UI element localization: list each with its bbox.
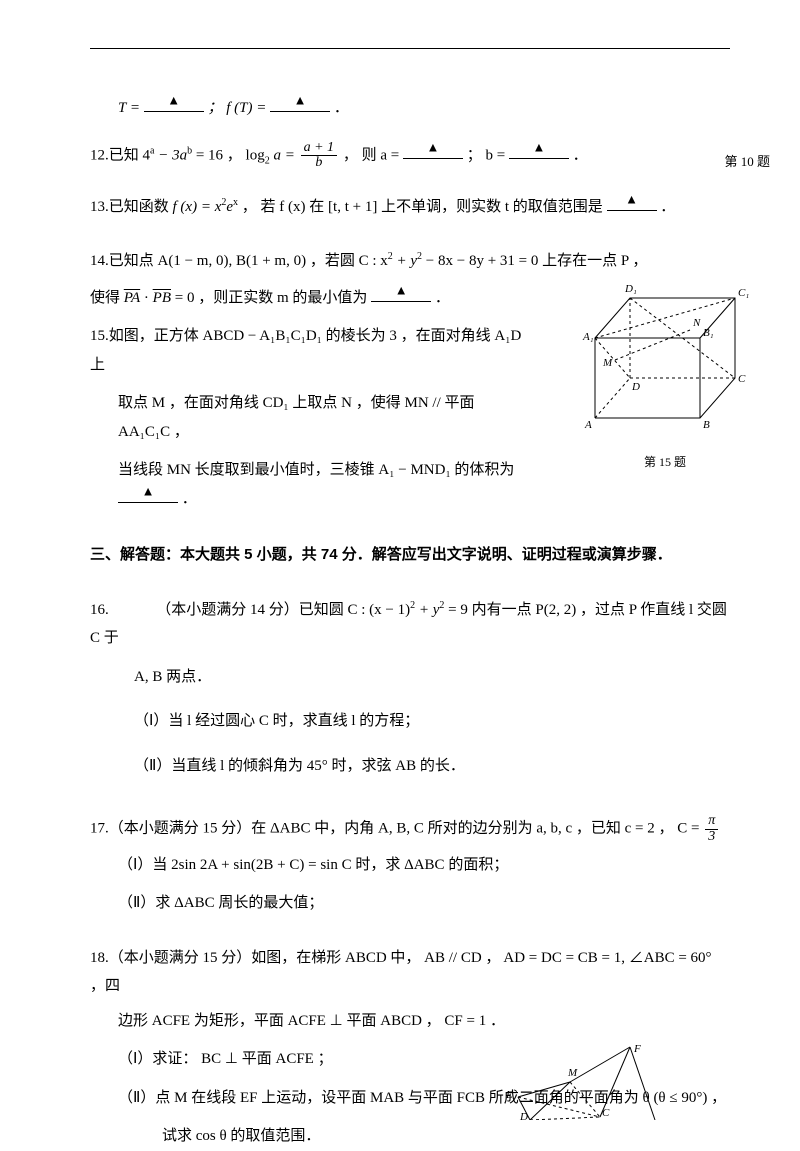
q13-end: ． [660, 199, 675, 215]
q12-end: ． [573, 147, 588, 163]
q18-figure: F M E D C [500, 1042, 670, 1131]
q16-ii: （Ⅱ）当直线 l 的倾斜角为 45° 时，求弦 AB 的长． [90, 752, 730, 781]
q14-s1: 2 [388, 251, 393, 262]
q16-s: 2 [410, 600, 415, 611]
blank-tri: ▲ [167, 89, 180, 114]
cube-caption: 第 15 题 [570, 451, 760, 474]
lbl-c: C [738, 373, 746, 385]
q18-svg: F M E D C [500, 1042, 670, 1120]
q12-frac: a + 1b [301, 141, 337, 171]
lbl-a: A [584, 419, 592, 431]
blank-tri: ▲ [294, 89, 307, 114]
blank-tri: ▲ [427, 136, 440, 161]
q17-a: 17.（本小题满分 15 分）在 ΔABC 中，内角 A, B, C 所对的边分… [90, 821, 703, 837]
q13-s2: x [233, 197, 238, 208]
q16-s2: 2 [439, 600, 444, 611]
q14-line1: 14.已知点 A(1 − m, 0), B(1 + m, 0) ，若圆 C : … [90, 247, 730, 276]
q16-a: （本小题满分 14 分）已知圆 C : (x − 1) [156, 602, 410, 618]
blank-q15: ▲ [118, 486, 178, 503]
q14-dot: · [144, 290, 153, 306]
q12-e6: ； b = [467, 147, 509, 163]
q14-l2b: = 0 ，则正实数 m 的最小值为 [175, 290, 368, 306]
blank-q11b: ▲ [270, 96, 330, 113]
q14-end: ． [435, 290, 450, 306]
q16-line1: 16. （本小题满分 14 分）已知圆 C : (x − 1)2 + y2 = … [90, 596, 730, 653]
frac-num: π [705, 814, 718, 830]
frac-den: 3 [705, 830, 718, 845]
lbl-m: M [602, 357, 613, 369]
q11-mid: ； f (T) = [207, 100, 270, 116]
lbl-d1: D₁ [624, 283, 637, 295]
q11-end: ． [334, 100, 349, 116]
q13-a: 13.已知函数 [90, 199, 173, 215]
lbl-d: D [631, 381, 640, 393]
lbl-n: N [692, 317, 701, 329]
q17-line1: 17.（本小题满分 15 分）在 ΔABC 中，内角 A, B, C 所对的边分… [90, 814, 730, 844]
frac-num: a + 1 [301, 141, 337, 157]
blank-tri: ▲ [532, 136, 545, 161]
blank-tri: ▲ [395, 279, 408, 304]
blank-q12a: ▲ [403, 143, 463, 160]
lbl-b: B [703, 419, 710, 431]
q12-e5: ， 则 a = [343, 147, 403, 163]
q18-line1: 18.（本小题满分 15 分）如图，在梯形 ABCD 中， AB // CD ，… [90, 944, 730, 1001]
cube-figure: D₁ C₁ A₁ B₁ N M D C A B 第 15 题 [570, 278, 760, 473]
q12-a: 12.已知 [90, 147, 143, 163]
blank-q13: ▲ [607, 194, 657, 211]
q14-l2a: 使得 [90, 290, 124, 306]
blank-q11a: ▲ [144, 96, 204, 113]
q13-b: ， 若 f (x) 在 [t, t + 1] 上不单调，则实数 t 的取值范围是 [242, 199, 603, 215]
q17-frac: π3 [705, 814, 718, 844]
q12-e1: 4 [143, 147, 151, 163]
blank-q14: ▲ [371, 285, 431, 302]
lbl-e: E [505, 1089, 513, 1101]
q12-e3: = 16 ， log [196, 147, 265, 163]
q12-e2s: b [187, 145, 192, 156]
q13-f: f (x) = x [173, 199, 222, 215]
lbl-c2: C [602, 1107, 610, 1119]
q15-l3a: 当线段 MN 长度取到最小值时，三棱锥 A₁ − MND₁ 的体积为 [118, 462, 514, 478]
q12-e4: a = [273, 147, 298, 163]
q17-i: （Ⅰ）当 2sin 2A + sin(2B + C) = sin C 时，求 Δ… [90, 851, 730, 880]
lbl-b1: B₁ [703, 327, 714, 339]
q14-pa: PA [124, 290, 140, 306]
q13-line: 13.已知函数 f (x) = x2ex ， 若 f (x) 在 [t, t +… [90, 193, 730, 222]
q15-end: ． [182, 491, 197, 507]
blank-tri: ▲ [142, 480, 155, 505]
cube-svg: D₁ C₁ A₁ B₁ N M D C A B [575, 278, 755, 438]
q14-b: + y [397, 253, 418, 269]
q12-logsub: 2 [265, 155, 270, 166]
q14-pb: PB [153, 290, 171, 306]
section3-title: 三、解答题：本大题共 5 小题，共 74 分．解答应写出文字说明、证明过程或演算… [90, 541, 730, 570]
q16-num: 16. [90, 602, 109, 618]
q16-b: + y [419, 602, 440, 618]
lbl-f: F [633, 1043, 641, 1055]
lbl-d2: D [519, 1111, 528, 1120]
lbl-m2: M [567, 1067, 578, 1079]
lbl-c1: C₁ [738, 287, 749, 299]
q17-ii: （Ⅱ）求 ΔABC 周长的最大值； [90, 889, 730, 918]
top-rule [90, 48, 730, 49]
q14-s2: 2 [417, 251, 422, 262]
q16-line2: A, B 两点． [90, 663, 730, 692]
lbl-a1: A₁ [582, 331, 594, 343]
q14-a: 14.已知点 A(1 − m, 0), B(1 + m, 0) ，若圆 C : … [90, 253, 388, 269]
q12-e2: − 3a [158, 147, 187, 163]
q14-c: − 8x − 8y + 31 = 0 上存在一点 P ， [426, 253, 648, 269]
blank-q12b: ▲ [509, 143, 569, 160]
q11-pre: T = [118, 100, 144, 116]
side-label-q10: 第 10 题 [724, 150, 770, 175]
blank-tri: ▲ [625, 188, 638, 213]
frac-den: b [301, 156, 337, 171]
q12-line: 12.已知 4a − 3ab = 16 ， log2 a = a + 1b ， … [90, 141, 730, 171]
q11-line: T = ▲ ； f (T) = ▲ ． [90, 94, 730, 123]
q18-line2: 边形 ACFE 为矩形，平面 ACFE ⊥ 平面 ABCD ， CF = 1 ． [90, 1007, 730, 1036]
q12-e1s: a [150, 145, 154, 156]
q16-i: （Ⅰ）当 l 经过圆心 C 时，求直线 l 的方程； [90, 707, 730, 736]
